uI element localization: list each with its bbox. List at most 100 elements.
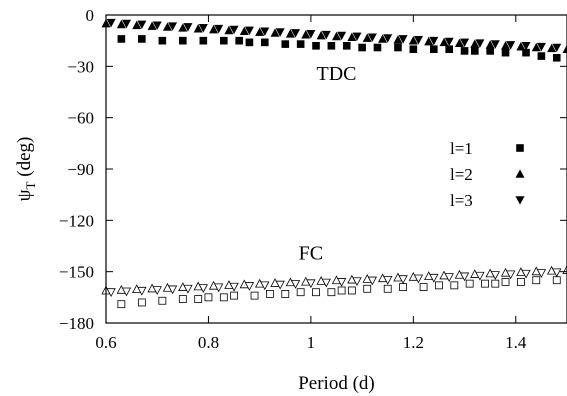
data-point (306, 279, 316, 289)
y-tick-label: −30 (67, 57, 94, 76)
data-point (475, 39, 485, 48)
data-point (378, 34, 388, 43)
data-point (235, 36, 243, 45)
data-point (536, 42, 546, 52)
data-point (547, 43, 557, 53)
data-point (342, 41, 351, 50)
data-point (290, 280, 301, 289)
data-point (358, 43, 366, 52)
data-point (444, 273, 454, 282)
data-point (239, 26, 249, 36)
data-point (491, 279, 500, 288)
legend-label: l=3 (450, 191, 473, 210)
data-point (475, 271, 485, 281)
data-point (321, 278, 331, 288)
data-point (362, 33, 372, 42)
data-point (121, 19, 131, 29)
data-point (490, 271, 500, 280)
data-point (250, 291, 259, 300)
data-point (183, 23, 193, 32)
data-point (352, 32, 362, 42)
y-tick-label: −60 (67, 109, 94, 128)
data-point (194, 295, 203, 303)
series-tdc-l3 (106, 18, 562, 53)
x-tick-label: 1.2 (403, 333, 424, 352)
x-tick-label: 1.4 (505, 333, 527, 352)
data-point (167, 285, 178, 295)
data-point (363, 284, 372, 293)
data-point (162, 22, 172, 31)
data-point (521, 41, 531, 51)
data-point (552, 268, 562, 278)
data-point (562, 44, 567, 54)
y-tick-label: −90 (67, 160, 94, 179)
data-point (285, 29, 295, 38)
y-tick-label: −120 (59, 211, 94, 230)
data-point (137, 298, 146, 307)
data-point (445, 45, 453, 54)
data-point (214, 283, 224, 293)
data-point (521, 269, 531, 279)
data-point (439, 37, 449, 47)
data-point (321, 30, 331, 40)
data-point (485, 40, 495, 49)
series-tdc-l2 (101, 18, 567, 54)
data-point (394, 43, 402, 52)
data-point (281, 290, 290, 298)
data-point (260, 27, 270, 36)
data-point (224, 25, 234, 35)
data-point (460, 38, 470, 48)
data-point (204, 293, 213, 302)
data-point (460, 47, 469, 55)
data-point (470, 47, 479, 55)
data-point (430, 45, 438, 54)
x-tick-label: 0.8 (198, 333, 219, 352)
data-point (552, 276, 561, 285)
data-point (531, 42, 541, 52)
data-point (312, 41, 320, 50)
data-point (367, 33, 377, 42)
x-tick-label: 0.6 (95, 333, 116, 352)
data-point (255, 27, 265, 36)
data-point (419, 283, 428, 291)
data-point (260, 38, 269, 47)
legend: l=1 l=2 l=3 (450, 139, 525, 210)
data-point (301, 30, 311, 39)
data-point (132, 20, 142, 30)
data-point (516, 42, 526, 51)
data-point (152, 286, 162, 295)
data-point (347, 32, 357, 42)
data-point (481, 279, 489, 288)
data-point (506, 41, 516, 50)
data-point (275, 280, 285, 290)
data-point (214, 24, 224, 34)
data-point (424, 36, 434, 46)
data-point (245, 38, 254, 47)
data-point (352, 277, 362, 287)
x-tick-label: 1 (307, 333, 316, 352)
data-point (266, 290, 274, 298)
data-point (383, 284, 392, 293)
data-point (435, 281, 443, 290)
data-point (137, 286, 147, 296)
data-point (501, 41, 511, 50)
data-point (367, 276, 378, 286)
data-point (179, 36, 187, 45)
data-point (219, 293, 228, 302)
data-point (552, 53, 561, 62)
y-tick-label: −180 (59, 314, 94, 333)
legend-label: l=1 (450, 139, 473, 158)
data-point (121, 287, 132, 297)
data-point (158, 296, 167, 305)
data-point (316, 30, 326, 40)
y-axis-title-unit: (deg) (14, 137, 35, 182)
series-fc-l3 (106, 268, 562, 298)
series-fc-l1 (117, 276, 561, 309)
data-point (409, 45, 418, 54)
data-point (306, 30, 316, 39)
data-point (459, 272, 470, 282)
y-axis-title: ψT (deg) (14, 137, 38, 202)
data-point (209, 24, 219, 34)
data-point (199, 36, 208, 45)
